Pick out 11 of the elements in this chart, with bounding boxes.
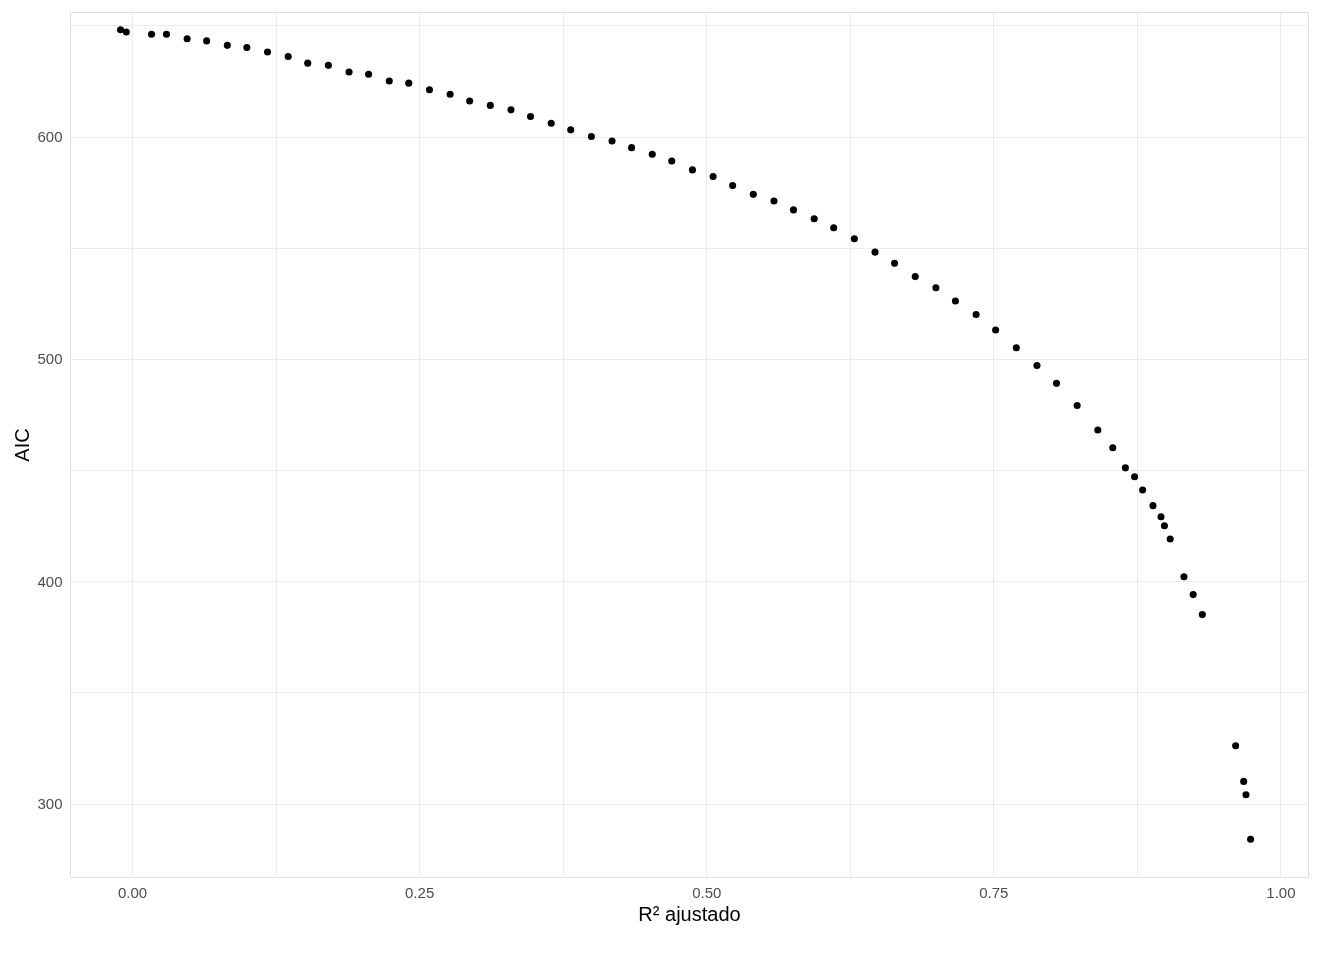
y-tick-label: 400 (37, 572, 63, 590)
y-axis-title: AIC (11, 428, 34, 462)
x-tick-label: 0.75 (979, 883, 1009, 901)
x-tick-label: 0.50 (692, 883, 722, 901)
y-tick-label: 600 (37, 128, 63, 146)
x-tick-label: 0.25 (405, 883, 435, 901)
x-tick-label: 1.00 (1266, 883, 1296, 901)
x-axis-title: R² ajustado (638, 902, 741, 925)
y-tick-label: 500 (37, 350, 63, 368)
x-tick-label: 0.00 (117, 883, 148, 901)
y-tick-label: 300 (37, 795, 63, 813)
